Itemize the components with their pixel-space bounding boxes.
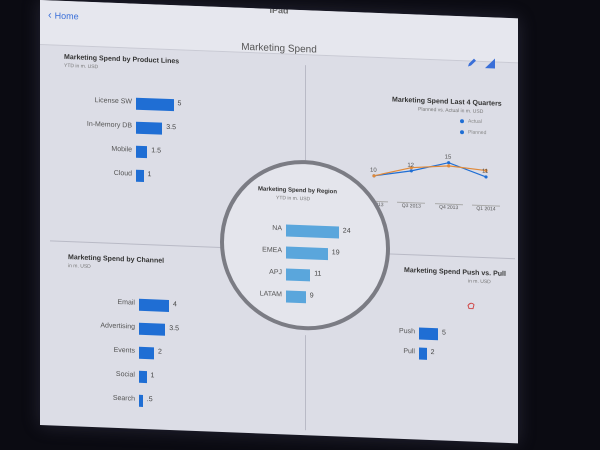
- bar-label: Advertising: [100, 322, 135, 331]
- bar: [136, 121, 163, 135]
- hand-pointer-icon: [467, 302, 475, 310]
- bar: [139, 346, 154, 360]
- series-point-planned: [447, 164, 451, 168]
- home-back-button[interactable]: ‹ Home: [48, 8, 79, 22]
- product-lines-bar-row: License SW 5: [60, 94, 194, 113]
- divider-vertical-bottom: [305, 335, 306, 431]
- series-point-planned: [372, 174, 376, 178]
- settings-icon[interactable]: [484, 57, 496, 69]
- bar-value-label: 5: [177, 100, 182, 108]
- bar: [136, 169, 144, 182]
- bar: [286, 268, 311, 282]
- push-pull-title: Marketing Spend Push vs. Pull: [404, 266, 506, 278]
- series-point-actual: [484, 175, 488, 179]
- series-line-planned: [373, 165, 487, 177]
- chevron-left-icon: ‹: [48, 8, 52, 21]
- product-lines-subtitle: YTD in m. USD: [64, 62, 99, 71]
- legend-planned-marker: [460, 130, 464, 135]
- bar: [139, 298, 169, 312]
- legend-actual-label: Actual: [468, 118, 482, 125]
- bar: [139, 370, 147, 384]
- point-value-label: 12: [407, 163, 414, 169]
- bar: [286, 246, 328, 261]
- bar-value-label: 3.5: [169, 324, 179, 333]
- channel-bar-row: Events 2: [80, 344, 189, 362]
- bar-value-label: .5: [146, 396, 153, 404]
- divider-vertical-top: [305, 65, 306, 161]
- point-value-label: 10: [370, 168, 377, 174]
- push-pull-bar-row: Push 5: [370, 325, 458, 342]
- legend-actual-marker: [460, 119, 464, 124]
- bar: [136, 97, 174, 112]
- bar-value-label: 11: [314, 270, 322, 278]
- top-navigation-bar: iPad ‹ Home Marketing Spend: [40, 0, 518, 69]
- bar-label: Email: [117, 298, 135, 307]
- quarter-tick-label: Q3 2013: [397, 201, 426, 210]
- bar-label: In-Memory DB: [86, 120, 132, 130]
- point-value-label: 11: [482, 169, 489, 175]
- series-point-actual: [447, 161, 451, 165]
- product-lines-bar-row: Cloud 1: [60, 166, 194, 185]
- quarter-tick-label: Q4 2013: [434, 203, 463, 212]
- point-value-label: 15: [445, 155, 452, 161]
- bar-value-label: 2: [430, 349, 435, 357]
- bar-value-label: 2: [158, 348, 162, 356]
- bar-value-label: 19: [331, 249, 340, 257]
- series-point-actual: [409, 169, 413, 173]
- home-back-label: Home: [54, 10, 79, 22]
- bar: [419, 347, 427, 360]
- bar: [139, 322, 166, 336]
- channel-bar-row: Email 4: [80, 296, 189, 314]
- quarters-title: Marketing Spend Last 4 Quarters: [392, 96, 502, 108]
- bar-label: APJ: [269, 268, 282, 277]
- bar-label: LATAM: [259, 290, 282, 299]
- bar-value-label: 4: [173, 301, 177, 309]
- ipad-screen: iPad ‹ Home Marketing Spend Marketing Sp…: [40, 0, 518, 444]
- device-title: iPad: [269, 4, 289, 16]
- pencil-icon[interactable]: [466, 56, 478, 68]
- bar-label: Pull: [403, 347, 415, 356]
- bar-value-label: 5: [442, 329, 446, 337]
- bar-value-label: 1: [150, 372, 155, 380]
- bar-label: Mobile: [111, 145, 132, 154]
- bar-value-label: 1: [147, 171, 152, 179]
- quarter-tick-label: Q1 2014: [472, 204, 500, 213]
- bar: [419, 327, 438, 341]
- series-point-planned: [409, 166, 413, 170]
- bar-value-label: 1.5: [151, 147, 161, 155]
- bar-label: License SW: [94, 97, 132, 106]
- channel-bar-row: Advertising 3.5: [80, 320, 189, 338]
- bar: [286, 224, 339, 239]
- legend-planned-label: Planned: [468, 129, 487, 137]
- divider-horizontal-right: [375, 252, 515, 260]
- series-line-actual: [373, 162, 487, 178]
- channel-subtitle: in m. USD: [68, 263, 91, 270]
- push-pull-bar-row: Pull 2: [370, 345, 458, 362]
- bar-value-label: 9: [309, 292, 314, 300]
- quarters-subtitle: Planned vs. Actual in m. USD: [418, 106, 484, 116]
- bar-label: Social: [115, 370, 135, 379]
- bar-label: Push: [399, 327, 415, 336]
- region-subtitle: YTD in m. USD: [276, 195, 311, 203]
- channel-bar-row: Social 1: [80, 368, 189, 386]
- channel-bar-row: Search .5: [80, 392, 189, 410]
- bar: [286, 290, 306, 304]
- bar: [136, 145, 148, 159]
- product-lines-bar-row: In-Memory DB 3.5: [60, 118, 194, 137]
- product-lines-bar-row: Mobile 1.5: [60, 142, 194, 161]
- bar-label: Cloud: [113, 169, 132, 178]
- push-pull-subtitle: in m. USD: [468, 278, 491, 286]
- bar-value-label: 3.5: [166, 123, 176, 132]
- bar: [139, 394, 143, 407]
- series-point-planned: [484, 168, 488, 173]
- bar-label: EMEA: [262, 246, 282, 255]
- quarters-line-chart: 10 12 15 11: [370, 155, 489, 179]
- bar-value-label: 24: [342, 227, 351, 235]
- bar-label: Events: [113, 346, 135, 355]
- bar-label: Search: [112, 394, 135, 403]
- bar-label: NA: [272, 224, 282, 233]
